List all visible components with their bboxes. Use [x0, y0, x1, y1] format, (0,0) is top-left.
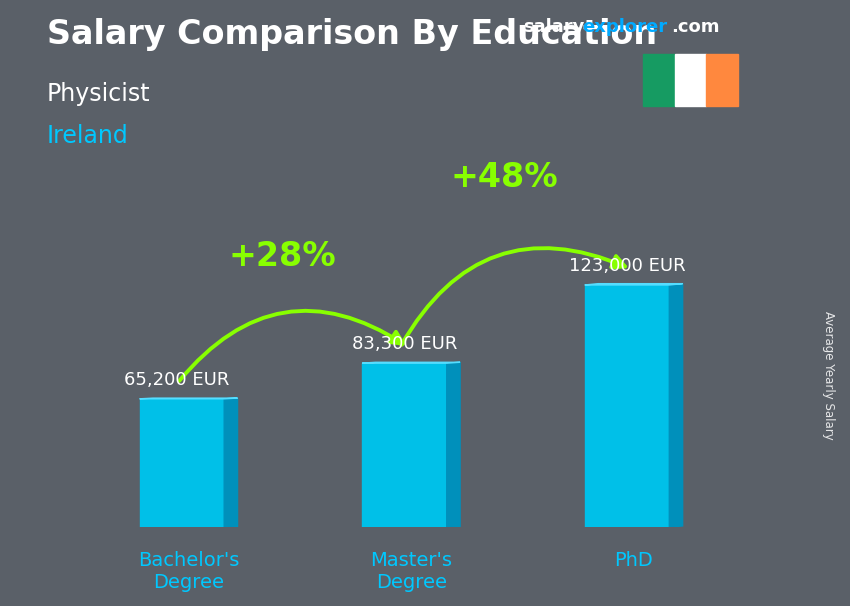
Text: +48%: +48%: [450, 161, 558, 195]
Text: Ireland: Ireland: [47, 124, 128, 148]
Bar: [643, 54, 675, 107]
Polygon shape: [585, 285, 669, 527]
Text: Average Yearly Salary: Average Yearly Salary: [822, 311, 836, 440]
Bar: [706, 54, 738, 107]
Polygon shape: [139, 399, 224, 527]
Polygon shape: [447, 362, 460, 527]
Polygon shape: [139, 398, 237, 399]
Polygon shape: [585, 284, 683, 285]
Text: Salary Comparison By Education: Salary Comparison By Education: [47, 18, 657, 51]
Polygon shape: [224, 398, 237, 527]
Polygon shape: [362, 363, 447, 527]
Text: Bachelor's
Degree: Bachelor's Degree: [138, 551, 239, 592]
Polygon shape: [362, 362, 460, 363]
Bar: [675, 54, 706, 107]
Text: 83,300 EUR: 83,300 EUR: [352, 335, 457, 353]
Text: Physicist: Physicist: [47, 82, 150, 106]
Polygon shape: [669, 284, 683, 527]
Text: 123,000 EUR: 123,000 EUR: [569, 257, 685, 275]
Text: 65,200 EUR: 65,200 EUR: [124, 371, 230, 389]
Text: .com: .com: [672, 18, 720, 36]
Text: explorer: explorer: [582, 18, 667, 36]
Text: PhD: PhD: [615, 551, 653, 570]
Text: salary: salary: [523, 18, 584, 36]
Text: Master's
Degree: Master's Degree: [370, 551, 452, 592]
Text: +28%: +28%: [229, 239, 336, 273]
